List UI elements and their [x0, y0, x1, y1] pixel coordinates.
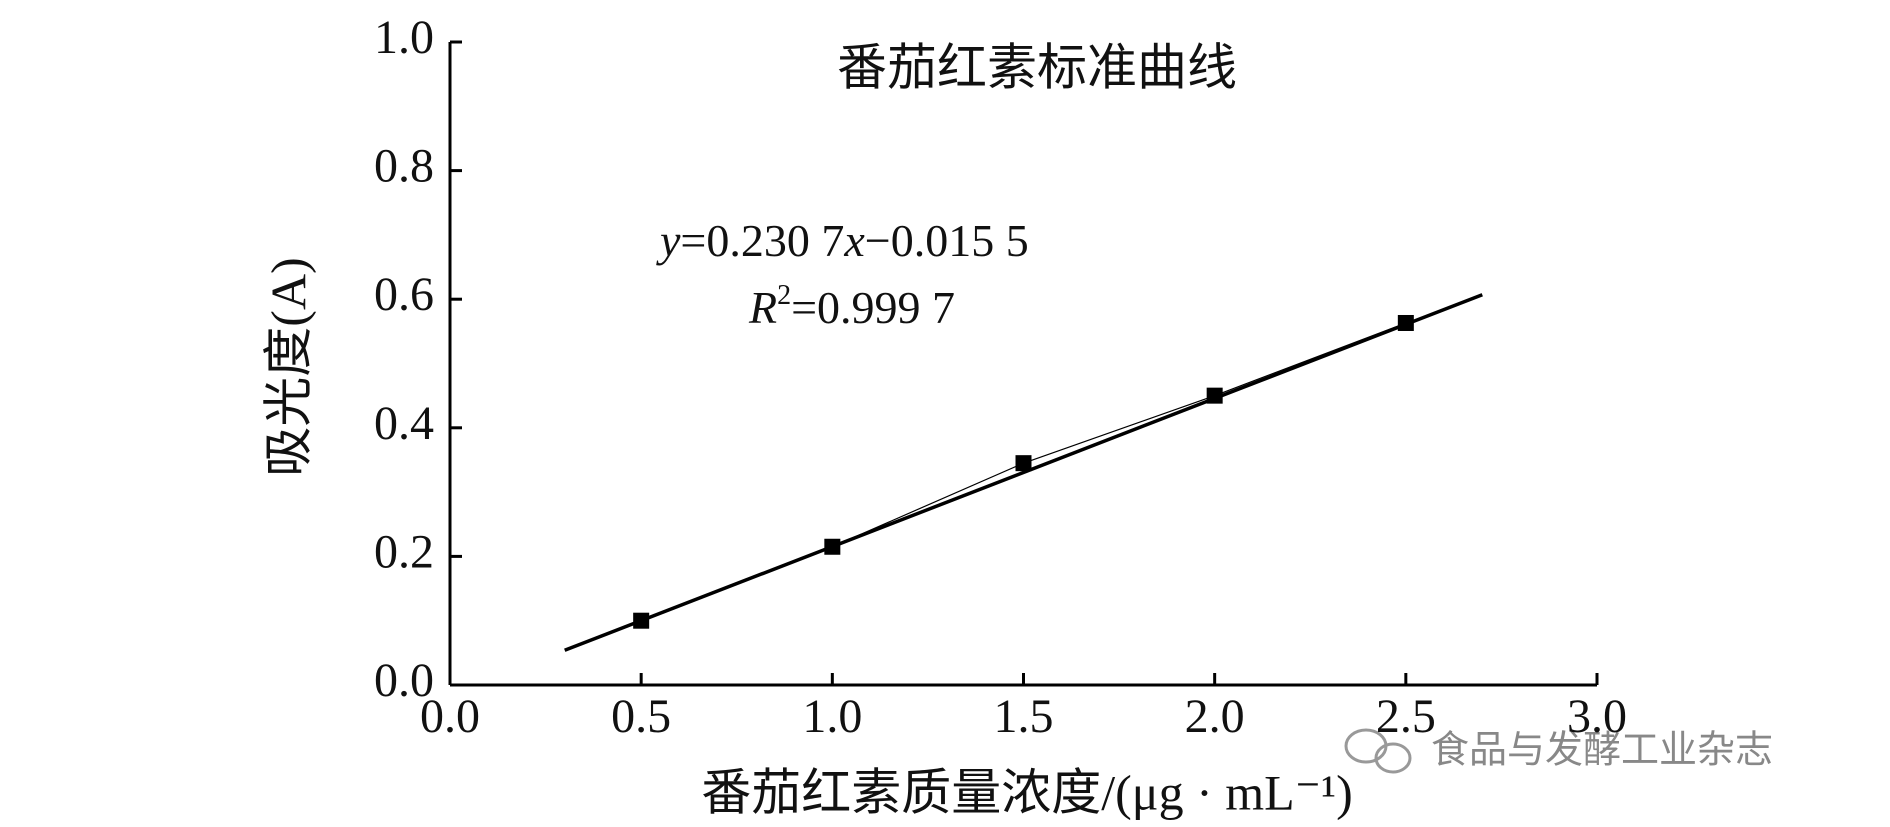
eq-part: y [656, 215, 681, 266]
x-tick-label: 1.0 [802, 690, 862, 743]
x-axis-label: 番茄红素质量浓度/(μg · mL⁻¹) [701, 764, 1352, 820]
y-tick-label: 0.6 [374, 268, 434, 321]
y-tick-label: 0.4 [374, 397, 434, 450]
point [1206, 387, 1223, 404]
point [1015, 455, 1032, 472]
x-tick-label: 1.5 [994, 690, 1054, 743]
r-squared: R2=0.999 7 [748, 280, 955, 332]
x-tick-label: 3.0 [1567, 690, 1627, 743]
eq-part: −0.015 5 [865, 215, 1029, 266]
r2-part: R [748, 282, 777, 333]
x-tick-label: 0.5 [611, 690, 671, 743]
eq-part: x [843, 215, 865, 266]
equation: y=0.230 7x−0.015 5 [656, 215, 1029, 266]
r2-part: 2 [777, 280, 791, 311]
y-tick-label: 0.0 [374, 654, 434, 707]
y-tick-label: 1.0 [374, 11, 434, 64]
y-tick-label: 0.8 [374, 140, 434, 193]
point [1397, 314, 1414, 331]
point [824, 538, 841, 555]
eq-part: =0.230 7 [680, 215, 844, 266]
watermark: 食品与发酵工业杂志 [1431, 728, 1773, 772]
chart-title: 番茄红素标准曲线 [837, 39, 1237, 95]
watermark-icon [1344, 728, 1412, 774]
x-tick-label: 2.5 [1376, 690, 1436, 743]
y-axis-label: 吸光度(A) [260, 257, 316, 476]
x-tick-label: 2.0 [1185, 690, 1245, 743]
y-tick-label: 0.2 [374, 525, 434, 578]
r2-part: =0.999 7 [791, 282, 955, 333]
point [633, 612, 650, 629]
x-tick-label: 0.0 [420, 690, 480, 743]
